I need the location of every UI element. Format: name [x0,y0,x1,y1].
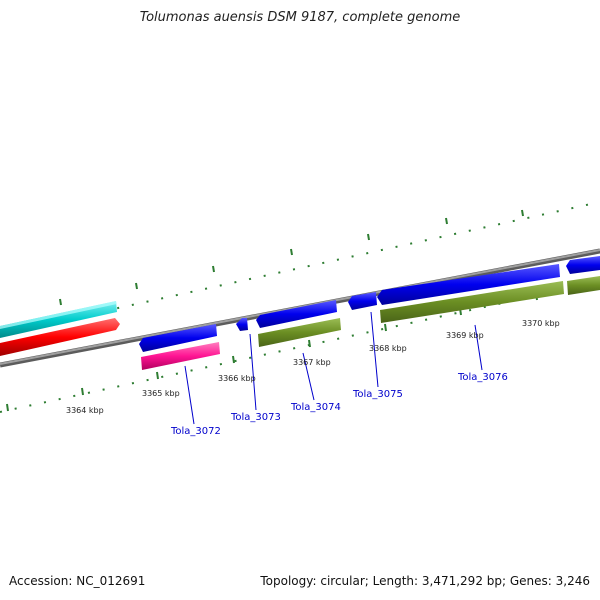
gene-tola-3076-feature [380,281,564,323]
gene-right-blue-arrow [566,256,600,274]
gene-red-feature [0,318,120,356]
gene-cyan-feature [0,301,117,338]
accession-label: Accession: NC_012691 [9,574,146,588]
scale-label-3368: 3368 kbp [369,344,407,353]
gene-tola-3072-arrow [139,324,217,352]
gene-label-tola-3075[interactable]: Tola_3075 [352,389,403,400]
scale-label-3364: 3364 kbp [66,406,104,415]
gene-label-tola-3076[interactable]: Tola_3076 [457,372,508,383]
outer-major-ticks [59,209,524,306]
gene-tola-3074-feature [258,318,341,347]
gene-tola-3075-arrow [348,292,377,310]
gene-tola-3074-arrow [256,300,337,328]
outer-tick-line [0,201,600,335]
scale-label-3369: 3369 kbp [446,331,484,340]
scale-label-3365: 3365 kbp [142,389,180,398]
gene-label-tola-3072[interactable]: Tola_3072 [170,426,221,437]
scale-label-3366: 3366 kbp [218,374,256,383]
gene-tola-3072-feature [141,342,220,370]
gene-tola-3073-arrow [236,318,248,331]
gene-tola-3076-arrow [377,264,560,305]
gene-label-tola-3073[interactable]: Tola_3073 [230,412,281,423]
scale-label-3370: 3370 kbp [522,319,560,328]
gene-right-olive-feature [567,276,600,295]
scale-label-3367: 3367 kbp [293,358,331,367]
gene-label-tola-3074[interactable]: Tola_3074 [290,402,341,413]
gene-label-leaders [184,311,483,425]
map-title: Tolumonas auensis DSM 9187, complete gen… [139,10,461,25]
topology-label: Topology: circular; Length: 3,471,292 bp… [260,574,590,588]
